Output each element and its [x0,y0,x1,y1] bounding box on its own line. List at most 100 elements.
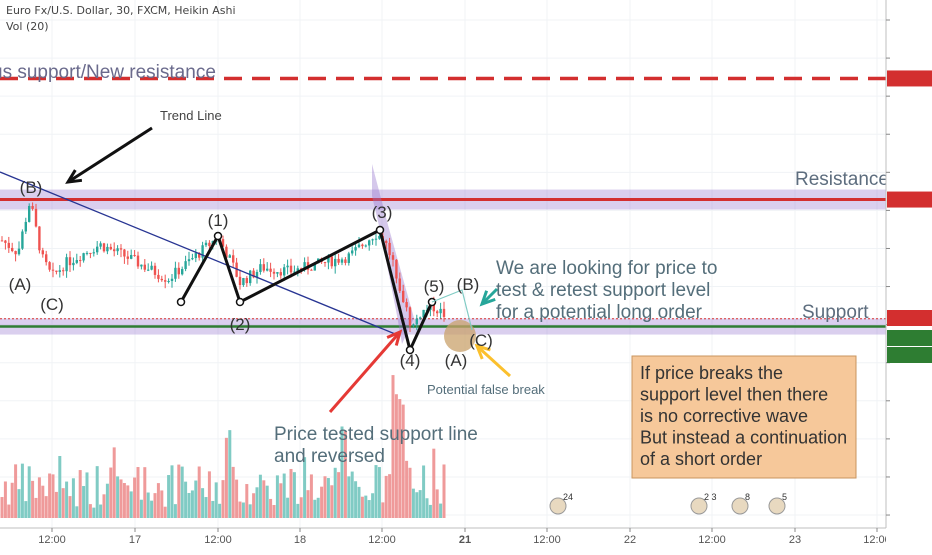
candle-body [228,255,231,258]
volume-bar [65,481,69,518]
candle-body [136,255,140,267]
x-axis-tick-label: 22 [624,534,636,546]
candle-body [116,248,119,252]
volume-bar [435,489,439,518]
candle-body [415,318,418,325]
candle-body [225,246,228,258]
volume-bar [330,485,334,518]
candle-body [68,257,72,266]
volume-bar [7,504,11,518]
candle-body [269,268,272,272]
info-box-line-2: support level then there [640,385,828,405]
candle-body [34,208,38,227]
volume-bar [262,480,266,518]
volume-indicator-title: Vol (20) [6,20,49,33]
candle-body [357,244,361,248]
info-box-line-3: is no corrective wave [640,406,808,426]
volume-bar [432,448,436,518]
volume-bar [405,460,409,518]
candle-body [160,278,163,281]
candle-body [252,270,255,278]
candle-body [272,271,276,274]
volume-bar [184,481,188,518]
volume-bar [3,481,7,518]
candle-body [432,301,435,312]
projection-line [431,289,473,331]
candle-body [402,290,405,303]
candle-body [150,265,153,270]
candle-body [133,255,136,257]
wave-pivot-point [176,297,186,307]
volume-bar [289,468,293,518]
wave-label: (5) [424,277,445,296]
candle-body [4,240,7,243]
candle-body [58,270,61,272]
event-badge [549,497,567,515]
candle-body [17,248,21,255]
volume-bar [10,482,14,518]
tested-arrow-shaft [328,331,402,413]
price-label-box [887,70,932,87]
event-badge-label: 24 [563,492,573,502]
volume-bar [163,506,167,518]
volume-bar [0,497,4,518]
volume-bar [197,466,201,518]
trend-line-label: Trend Line [160,108,222,123]
tested-text-line-1: Price tested support line [274,424,478,445]
candle-body [334,258,337,267]
candle-body [388,242,391,256]
look-text-line-2: test & retest support level [496,280,710,301]
false-break-arrow-shaft [475,344,512,378]
candle-body [391,255,395,260]
candle-body [11,247,14,252]
candle-body [323,262,327,264]
x-axis-tick-label: 12:00 [204,534,232,546]
candle-body [255,271,259,278]
volume-bar [187,492,191,518]
candle-body [245,278,248,284]
wave-label: (B) [20,178,43,197]
volume-bar [75,506,79,518]
candle-body [164,280,167,282]
tested-text-line-2: and reversed [274,446,385,467]
volume-bar [333,467,337,518]
candle-body [422,309,425,318]
price-label-box [887,191,932,208]
volume-bar [377,467,381,518]
candle-body [119,248,123,250]
candle-body [296,268,299,272]
candle-body [221,239,225,247]
volume-bar [425,498,429,518]
volume-bar [296,503,300,518]
volume-bar [337,472,341,518]
volume-bar [248,504,252,518]
volume-bar [129,491,133,518]
volume-bar [126,485,130,518]
candle-body [419,317,422,319]
volume-bar [313,499,317,518]
candle-body [89,252,92,254]
volume-bar [381,502,385,518]
candle-body [347,253,350,263]
candle-body [262,264,265,271]
volume-bar [391,375,395,518]
support-label: Support [802,302,869,323]
volume-bar [367,500,371,518]
volume-bar [272,504,276,518]
volume-bar [31,480,35,518]
volume-bar [160,490,164,518]
candle-body [14,251,17,255]
volume-bar [347,476,351,518]
candle-body [65,257,68,272]
candle-body [283,267,286,276]
volume-bar [14,464,18,518]
volume-bar [177,464,181,518]
candle-body [126,256,129,259]
volume-bar [241,502,245,518]
volume-bar [116,476,120,518]
volume-bar [292,472,296,518]
candle-body [371,239,374,241]
volume-bar [320,486,324,518]
candle-body [204,242,208,246]
